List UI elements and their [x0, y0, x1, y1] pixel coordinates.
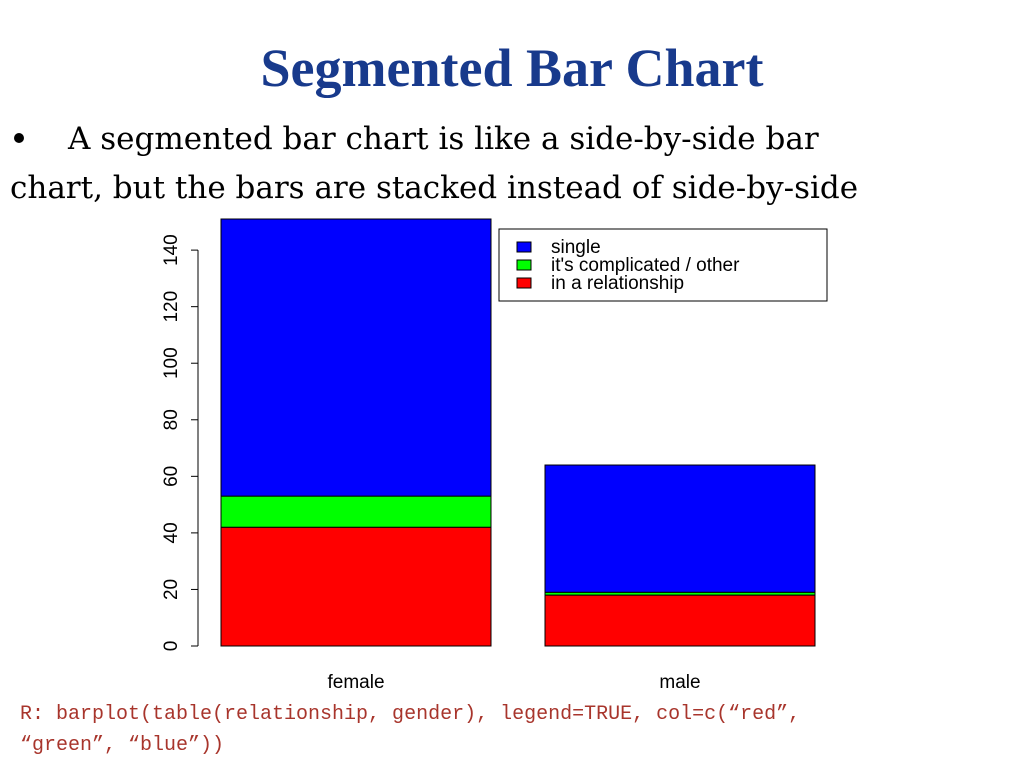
- legend-swatch: [516, 259, 532, 271]
- y-tick-label: 40: [161, 522, 182, 543]
- bar-segment: [220, 495, 492, 528]
- legend-label: it's complicated / other: [551, 255, 740, 276]
- y-tick-label: 120: [161, 291, 182, 323]
- y-tick-label: 100: [161, 347, 182, 379]
- legend-label: single: [551, 237, 601, 258]
- x-tick-label: female: [327, 672, 384, 693]
- bar-segment: [220, 526, 492, 647]
- y-tick-label: 20: [161, 579, 182, 600]
- bullet-marker: [14, 133, 24, 143]
- bar-segment: [544, 594, 816, 647]
- y-tick-label: 140: [161, 234, 182, 266]
- code-text: “green”, “blue”)): [20, 734, 224, 757]
- y-tick-label: 80: [161, 409, 182, 430]
- x-tick-label: male: [659, 672, 700, 693]
- bar-segment: [544, 464, 816, 593]
- legend-label: in a relationship: [551, 273, 684, 294]
- legend-box: [498, 228, 828, 302]
- code-text: R: barplot(table(relationship, gender), …: [20, 703, 800, 726]
- bar-segment: [220, 218, 492, 497]
- bullet-text: A segmented bar chart is like a side-by-…: [67, 121, 819, 157]
- y-tick-label: 60: [161, 466, 182, 487]
- y-tick-label: 0: [161, 641, 182, 652]
- slide-title: Segmented Bar Chart: [261, 38, 764, 98]
- legend-swatch: [516, 241, 532, 253]
- legend-swatch: [516, 277, 532, 289]
- bullet-text: chart, but the bars are stacked instead …: [10, 170, 858, 206]
